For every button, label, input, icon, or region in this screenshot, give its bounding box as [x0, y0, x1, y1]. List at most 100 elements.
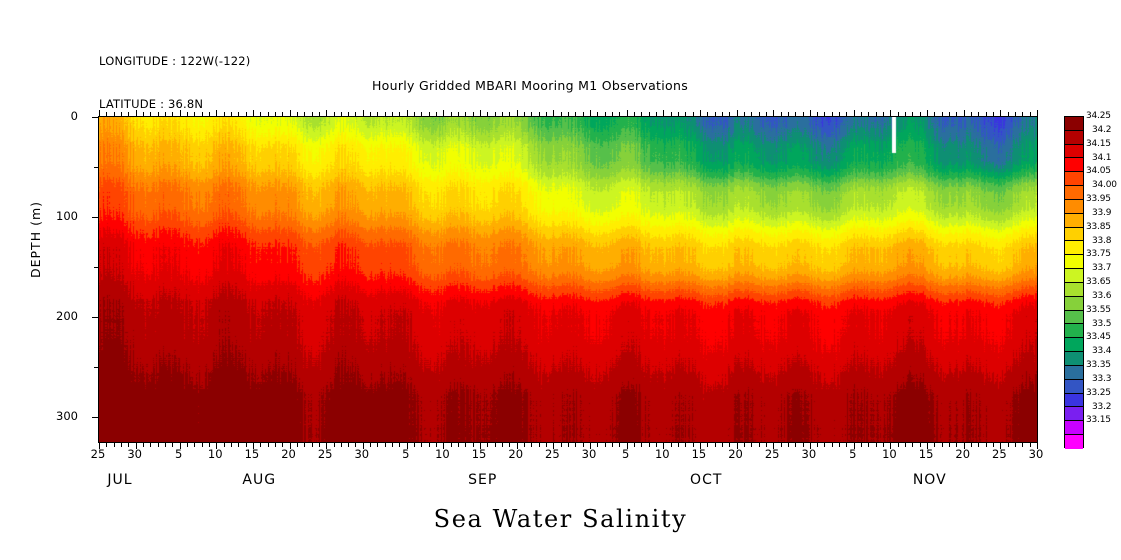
x-axis-tick	[1007, 112, 1009, 117]
colorbar-band	[1065, 199, 1083, 214]
x-axis-tick	[663, 442, 665, 449]
x-axis-tick	[1000, 442, 1002, 449]
x-axis-tick	[765, 442, 767, 447]
x-axis-tick	[619, 112, 621, 117]
x-axis-tick	[99, 442, 100, 449]
x-axis-tick	[106, 442, 108, 447]
x-axis-tick	[802, 112, 804, 117]
x-axis-tick	[949, 442, 951, 447]
x-axis-tick	[318, 112, 320, 117]
x-axis-day-label: 25	[90, 447, 106, 461]
x-axis-tick	[406, 442, 408, 449]
x-axis-tick	[883, 442, 885, 447]
x-axis-tick	[897, 112, 899, 117]
x-axis-tick	[861, 112, 863, 117]
x-axis-tick	[135, 442, 137, 449]
x-axis-day-label: 30	[581, 447, 597, 461]
x-axis-tick	[362, 442, 364, 449]
x-axis-day-label: 25	[992, 447, 1007, 461]
x-axis-tick	[707, 442, 709, 447]
x-axis-tick	[509, 112, 511, 117]
x-axis-tick	[245, 112, 247, 117]
y-axis-label: 200	[56, 309, 78, 323]
x-axis-tick	[179, 442, 181, 449]
colorbar-band	[1065, 117, 1083, 131]
x-axis-tick	[502, 112, 504, 117]
x-axis-tick	[846, 112, 848, 117]
x-axis-tick	[817, 442, 819, 447]
x-axis-day-label: 10	[435, 447, 450, 461]
colorbar-label: 33.9	[1092, 207, 1112, 218]
x-axis-tick	[238, 112, 240, 117]
x-axis-tick	[575, 442, 577, 447]
x-axis-tick	[230, 112, 232, 117]
x-axis-tick	[384, 442, 386, 447]
x-axis-tick	[611, 112, 613, 117]
colorbar-label: 33.4	[1092, 346, 1112, 357]
x-axis-tick	[106, 112, 108, 117]
x-axis-tick	[406, 110, 408, 117]
colorbar-label: 33.95	[1086, 194, 1111, 204]
x-axis-tick	[553, 442, 555, 449]
x-axis-tick	[824, 112, 826, 117]
x-axis-tick	[626, 110, 628, 117]
x-axis-tick	[582, 442, 584, 447]
x-axis-tick	[157, 442, 159, 447]
x-axis-tick	[1015, 112, 1017, 117]
colorbar-band	[1065, 282, 1083, 297]
y-axis-tick	[92, 217, 99, 218]
x-axis-tick	[692, 112, 694, 117]
x-axis-tick	[707, 112, 709, 117]
y-axis-label: 100	[56, 209, 78, 223]
x-axis-tick	[1007, 442, 1009, 447]
y-axis-tick	[92, 317, 99, 318]
x-axis-tick	[861, 442, 863, 447]
x-axis-day-label: 10	[207, 447, 223, 461]
x-axis-tick	[670, 442, 672, 447]
x-axis-tick	[494, 112, 496, 117]
x-axis-month-label: SEP	[468, 472, 498, 488]
x-axis-tick	[494, 442, 496, 447]
x-axis-tick	[824, 442, 826, 447]
x-axis-tick	[201, 112, 203, 117]
x-axis-tick	[267, 112, 269, 117]
x-axis-tick	[282, 112, 284, 117]
x-axis-tick	[780, 112, 782, 117]
x-axis-tick	[626, 442, 628, 449]
x-axis-month-label: NOV	[912, 472, 947, 488]
x-axis-tick	[472, 112, 474, 117]
x-axis-tick	[560, 442, 562, 447]
colorbar-label: 33.8	[1092, 235, 1112, 246]
colorbar-label: 34.05	[1086, 166, 1111, 177]
x-axis-tick	[194, 442, 196, 447]
colorbar-band	[1065, 393, 1083, 408]
colorbar-label: 33.65	[1086, 277, 1111, 287]
x-axis-tick	[941, 112, 943, 117]
x-axis-tick	[172, 442, 174, 447]
colorbar-band	[1065, 421, 1083, 436]
colorbar-band	[1065, 158, 1083, 173]
x-axis-tick	[685, 442, 687, 447]
x-axis-tick	[985, 442, 987, 447]
x-axis-tick	[436, 112, 438, 117]
x-axis-tick	[619, 442, 621, 447]
x-axis-tick	[142, 112, 144, 117]
x-axis-tick	[164, 112, 166, 117]
x-axis-tick	[296, 112, 298, 117]
figure-caption: Sea Water Salinity	[433, 505, 688, 533]
x-axis-tick	[773, 110, 775, 117]
x-axis-tick	[604, 442, 606, 447]
x-axis-tick	[546, 442, 548, 447]
x-axis-tick	[758, 112, 760, 117]
x-axis-tick	[1022, 112, 1024, 117]
x-axis-tick	[194, 112, 196, 117]
x-axis-tick	[685, 112, 687, 117]
x-axis-tick	[414, 112, 416, 117]
x-axis-day-label: 30	[354, 447, 370, 461]
x-axis-tick	[817, 112, 819, 117]
x-axis-tick	[1037, 442, 1038, 449]
x-axis-tick	[531, 112, 533, 117]
x-axis-tick	[370, 112, 372, 117]
x-axis-tick	[655, 112, 657, 117]
x-axis-tick	[963, 442, 965, 449]
